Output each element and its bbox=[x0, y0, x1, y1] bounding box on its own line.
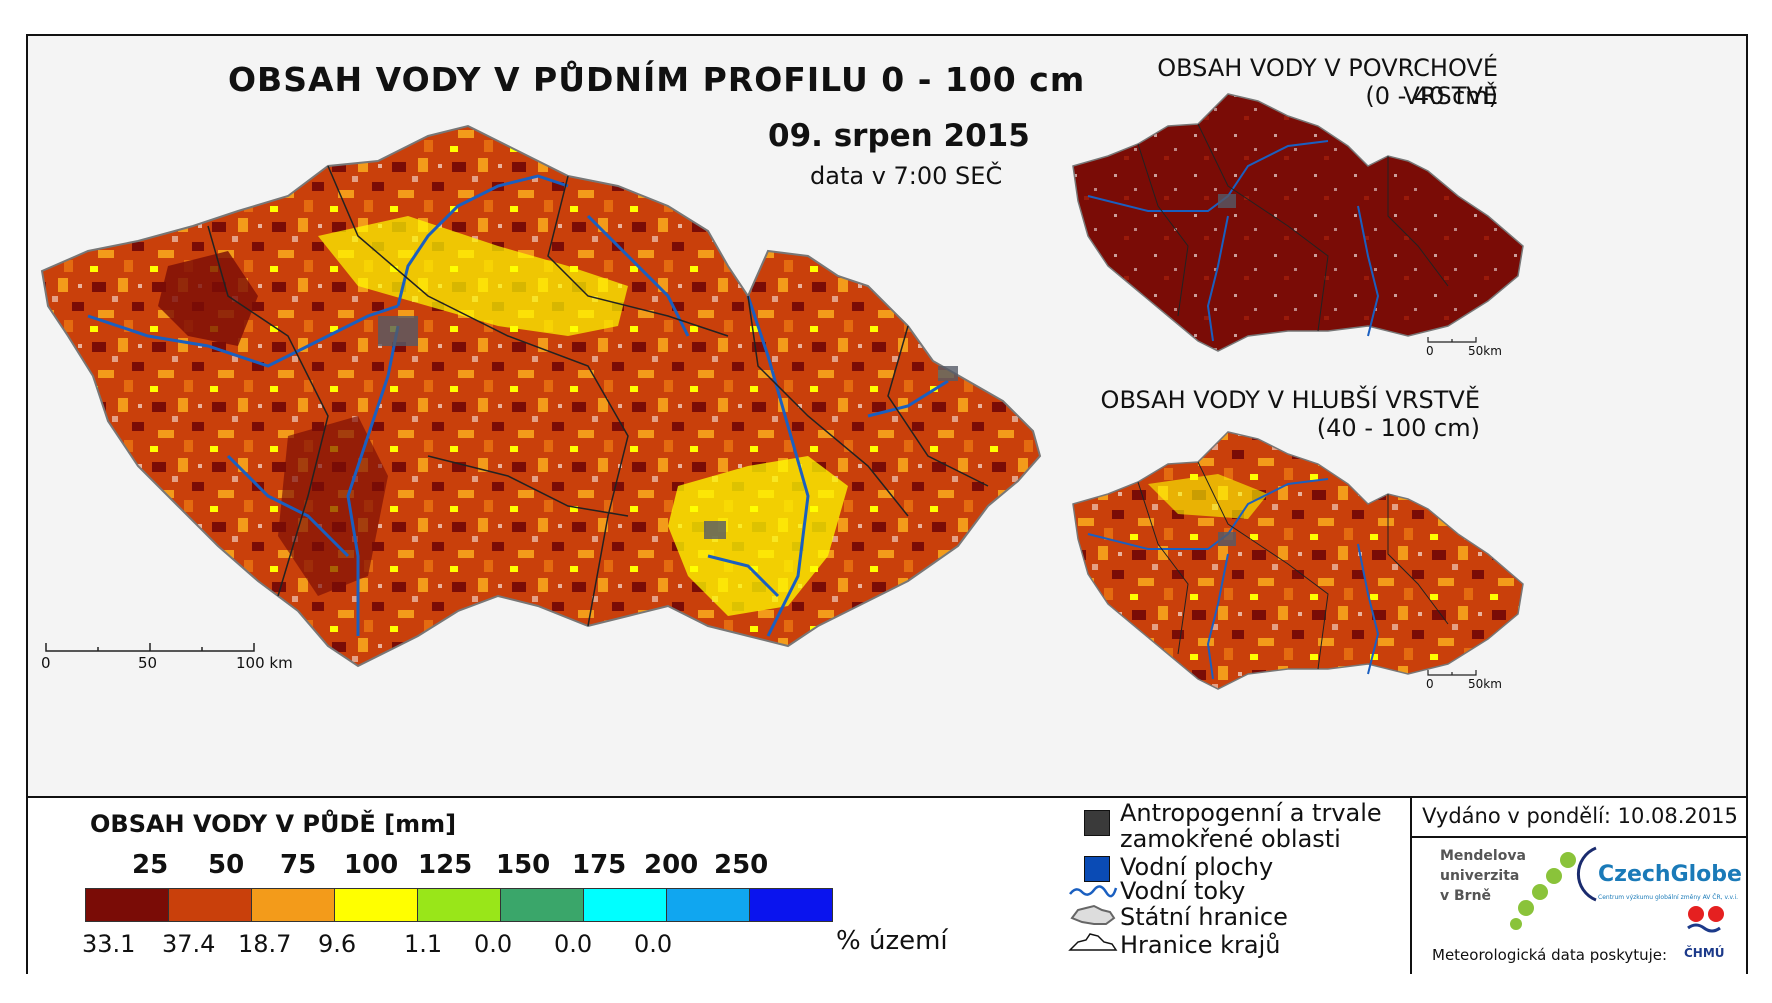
rivers bbox=[87, 174, 949, 637]
antropo-label: Antropogenní a trvale bbox=[1120, 799, 1382, 827]
main-title: OBSAH VODY V PŮDNÍM PROFILU 0 - 100 cm bbox=[228, 60, 1086, 99]
time-label: data v 7:00 SEČ bbox=[810, 162, 1003, 190]
dry-zone-central bbox=[318, 216, 628, 336]
legend-class-7 bbox=[583, 888, 667, 922]
river-symbol bbox=[1069, 885, 1118, 898]
dark-zone-west bbox=[158, 251, 258, 346]
state-border-symbol bbox=[1070, 904, 1116, 925]
region-borders bbox=[207, 165, 989, 627]
percent-class-2: 37.4 bbox=[162, 930, 216, 958]
legend-color-bar bbox=[85, 888, 833, 922]
legend-title: OBSAH VODY V PŮDĚ [mm] bbox=[90, 810, 457, 838]
inset-surface-shape bbox=[1072, 93, 1524, 352]
mendel-logo-text: Mendelova univerzita v Brně bbox=[1440, 846, 1526, 906]
chmu-logo: ČHMÚ bbox=[1684, 946, 1725, 960]
legend-class-9 bbox=[749, 888, 833, 922]
czechglobe-subtitle: Centrum výzkumu globální změny AV ČR, v.… bbox=[1598, 894, 1739, 901]
main-scale-zero: 0 bbox=[41, 654, 51, 672]
legend-class-5 bbox=[417, 888, 501, 922]
threshold-50: 50 bbox=[208, 850, 245, 880]
inset-deep-range: (40 - 100 cm) bbox=[1316, 414, 1480, 442]
legend-class-1 bbox=[85, 888, 169, 922]
main-map bbox=[40, 124, 1042, 668]
inset-deep-title: OBSAH VODY V HLUBŠÍ VRSTVĚ bbox=[1100, 386, 1480, 414]
threshold-25: 25 bbox=[132, 850, 169, 880]
inset-surface-scale-zero: 0 bbox=[1426, 344, 1434, 358]
percent-class-6: 0.0 bbox=[474, 930, 513, 958]
antropo-label-2: zamokřené oblasti bbox=[1120, 825, 1341, 853]
issuer-box: Vydáno v pondělí: 10.08.2015 Mendelova u… bbox=[1410, 798, 1748, 974]
main-scalebar bbox=[45, 643, 255, 652]
czech-republic-shape bbox=[40, 124, 1042, 668]
legend-panel: OBSAH VODY V PŮDĚ [mm] 25 50 75 100 125 … bbox=[28, 796, 1748, 974]
czechglobe-arc-icon bbox=[1576, 846, 1597, 902]
issued-date: Vydáno v pondělí: 10.08.2015 bbox=[1412, 798, 1748, 838]
percent-class-4: 9.6 bbox=[318, 930, 357, 958]
inset-deep-shape bbox=[1072, 431, 1524, 690]
inset-surface-title: OBSAH VODY V POVRCHOVÉ VRSTVĚ bbox=[1157, 54, 1498, 110]
map-frame: 0 50 100 km OBSAH VODY V PŮDNÍM PROFILU … bbox=[26, 34, 1748, 974]
region-border-symbol bbox=[1068, 933, 1118, 951]
threshold-100: 100 bbox=[344, 850, 399, 880]
mendel-logo-icon bbox=[1510, 852, 1576, 930]
czechglobe-logo: CzechGlobe bbox=[1598, 862, 1742, 887]
legend-class-3 bbox=[251, 888, 335, 922]
percent-unit: % území bbox=[836, 926, 948, 956]
threshold-125: 125 bbox=[418, 850, 473, 880]
threshold-250: 250 bbox=[714, 850, 769, 880]
legend-class-4 bbox=[334, 888, 418, 922]
mendel-line-3: v Brně bbox=[1440, 888, 1492, 904]
mendel-line-2: univerzita bbox=[1440, 868, 1520, 884]
percent-class-3: 18.7 bbox=[238, 930, 292, 958]
main-scale-mid: 50 bbox=[138, 654, 158, 672]
inset-surface-range: (0 - 40 cm) bbox=[1365, 82, 1498, 110]
date-label: 09. srpen 2015 bbox=[768, 118, 1030, 154]
inset-surface-scale-end: 50km bbox=[1468, 344, 1502, 358]
inset-deep-scalebar bbox=[1427, 670, 1477, 676]
percent-class-7: 0.0 bbox=[554, 930, 593, 958]
threshold-75: 75 bbox=[280, 850, 317, 880]
antropo-symbol bbox=[1084, 810, 1110, 836]
brno-area bbox=[704, 521, 726, 539]
threshold-175: 175 bbox=[572, 850, 627, 880]
threshold-200: 200 bbox=[644, 850, 699, 880]
legend-class-2 bbox=[168, 888, 252, 922]
chmu-logo-icon bbox=[1687, 906, 1724, 933]
inset-deep-scale-end: 50km bbox=[1468, 677, 1502, 691]
state-border-label: Státní hranice bbox=[1120, 903, 1288, 931]
mendel-line-1: Mendelova bbox=[1440, 848, 1526, 864]
inset-surface-scalebar bbox=[1427, 337, 1477, 343]
legend-class-8 bbox=[666, 888, 750, 922]
ostrava-area bbox=[938, 366, 958, 381]
region-border-label: Hranice krajů bbox=[1120, 931, 1281, 959]
map-area: 0 50 100 km OBSAH VODY V PŮDNÍM PROFILU … bbox=[28, 36, 1746, 796]
water-area-label: Vodní plochy bbox=[1120, 853, 1274, 881]
inset-deep-map bbox=[1072, 431, 1524, 690]
percent-class-8: 0.0 bbox=[634, 930, 673, 958]
inset-surface-map bbox=[1072, 93, 1524, 352]
water-area-symbol bbox=[1084, 856, 1110, 882]
percent-class-5: 1.1 bbox=[404, 930, 443, 958]
legend-class-6 bbox=[500, 888, 584, 922]
threshold-150: 150 bbox=[496, 850, 551, 880]
inset-deep-scale-zero: 0 bbox=[1426, 677, 1434, 691]
percent-class-1: 33.1 bbox=[82, 930, 136, 958]
dry-zone-south-moravia bbox=[668, 456, 848, 616]
river-label: Vodní toky bbox=[1120, 877, 1246, 905]
prague-area bbox=[378, 316, 418, 346]
main-scale-end: 100 km bbox=[236, 654, 293, 672]
meteo-data-provider: Meteorologická data poskytuje: bbox=[1432, 946, 1668, 964]
